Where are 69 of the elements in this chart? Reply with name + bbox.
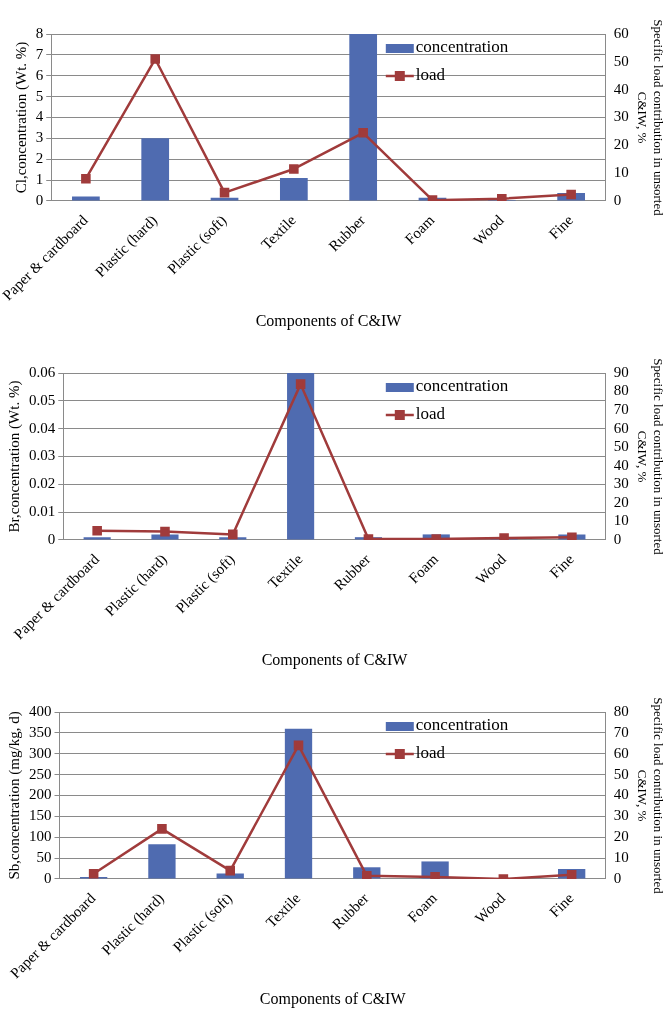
y-tick-label: 5 — [35, 87, 44, 104]
x-axis-title: Components of C&IW — [255, 311, 403, 330]
y2-tick-label: 0 — [613, 869, 622, 886]
y-tick-label: 0.02 — [29, 475, 56, 492]
y-tick-label: 400 — [29, 702, 52, 719]
y-tick-label: 3 — [35, 129, 44, 146]
y-tick-label: 250 — [29, 765, 52, 782]
y2-tick-label: 40 — [613, 786, 629, 803]
legend-label: concentration — [415, 376, 509, 396]
y2-tick-label: 50 — [613, 52, 629, 69]
y-tick-label: 350 — [29, 723, 52, 740]
y-tick-label: 0 — [35, 191, 44, 208]
y-tick-label: 150 — [29, 807, 52, 824]
y-tick-label: 50 — [36, 849, 52, 866]
y2-tick-label: 10 — [613, 849, 629, 866]
legend-label: load — [415, 65, 446, 85]
y-tick-label: 100 — [29, 828, 52, 845]
y2-axis-title: Specific load contribution in unsorted C&IW, % — [635, 358, 666, 556]
legend-label: load — [415, 743, 446, 763]
y-axis-title: Cl,concentration (Wt. %) — [12, 41, 30, 194]
y-tick-label: 0 — [44, 869, 52, 886]
legend-label: concentration — [415, 37, 509, 57]
y-tick-label: 0.04 — [29, 419, 56, 436]
y-tick-label: 8 — [35, 24, 44, 41]
x-axis-title: Components of C&IW — [261, 650, 409, 669]
y2-tick-label: 20 — [613, 493, 629, 510]
y2-tick-label: 70 — [613, 401, 629, 418]
y-tick-label: 0.01 — [29, 503, 56, 520]
legend-label: load — [415, 404, 446, 424]
y2-tick-label: 80 — [613, 702, 629, 719]
y2-tick-label: 10 — [613, 512, 629, 529]
y-tick-label: 300 — [29, 744, 52, 761]
y2-tick-label: 70 — [613, 723, 629, 740]
x-tick-label: Fine — [546, 550, 578, 582]
y2-tick-label: 50 — [613, 765, 629, 782]
y2-tick-label: 50 — [613, 438, 629, 455]
y2-tick-label: 30 — [613, 108, 629, 125]
y2-tick-label: 60 — [613, 24, 629, 41]
y2-tick-label: 60 — [613, 419, 629, 436]
y-tick-label: 6 — [35, 66, 44, 83]
y2-axis-title: Specific load contribution in unsorted C&IW, % — [635, 19, 666, 217]
y2-tick-label: 30 — [613, 807, 629, 824]
y-tick-label: 2 — [35, 150, 44, 167]
y-tick-label: 0.03 — [29, 447, 56, 464]
x-tick-label: Fine — [546, 889, 577, 921]
y-axis-title: Sb,concentration (mg/kg, d) — [5, 711, 23, 880]
y-tick-label: 1 — [35, 171, 44, 188]
y2-tick-label: 20 — [613, 136, 629, 153]
x-axis-title: Components of C&IW — [259, 989, 407, 1008]
y2-tick-label: 10 — [613, 164, 629, 181]
y-axis-title: Br,concentration (Wt. %) — [5, 380, 23, 533]
y2-tick-label: 90 — [613, 363, 629, 380]
y-tick-label: 0.05 — [29, 391, 56, 408]
y2-tick-label: 40 — [613, 80, 629, 97]
y2-tick-label: 20 — [613, 828, 629, 845]
y2-axis-title: Specific load contribution in unsorted C&IW, % — [635, 697, 666, 895]
y2-tick-label: 60 — [613, 744, 629, 761]
x-tick-label: Fine — [545, 211, 577, 243]
legend-label: concentration — [415, 715, 509, 735]
y2-tick-label: 30 — [613, 475, 629, 492]
y-tick-label: 4 — [35, 108, 44, 125]
y2-tick-label: 0 — [613, 530, 622, 547]
y-tick-label: 7 — [35, 45, 44, 62]
y-tick-label: 0 — [47, 530, 56, 547]
y2-tick-label: 0 — [613, 191, 622, 208]
y2-tick-label: 80 — [613, 382, 629, 399]
y-tick-label: 0.06 — [29, 363, 56, 380]
y2-tick-label: 40 — [613, 456, 629, 473]
y-tick-label: 200 — [29, 786, 52, 803]
